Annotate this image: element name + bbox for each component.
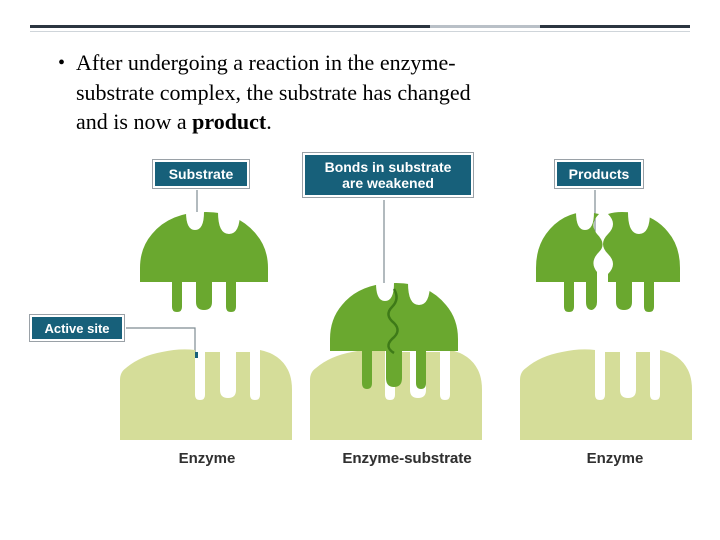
caption-enzyme-1: Enzyme — [162, 450, 252, 467]
caption-enzyme-3-text: Enzyme — [587, 450, 644, 467]
caption-enzyme-substrate: Enzyme-substrate — [332, 450, 482, 467]
enzyme-1 — [120, 349, 292, 440]
caption-enzyme-1-text: Enzyme — [179, 450, 236, 467]
caption-es-text: Enzyme-substrate — [342, 450, 471, 467]
product-right — [603, 212, 680, 312]
caption-enzyme-3: Enzyme — [570, 450, 660, 467]
enzyme-3 — [520, 349, 692, 440]
product-left — [536, 212, 603, 312]
substrate-1 — [140, 212, 268, 312]
